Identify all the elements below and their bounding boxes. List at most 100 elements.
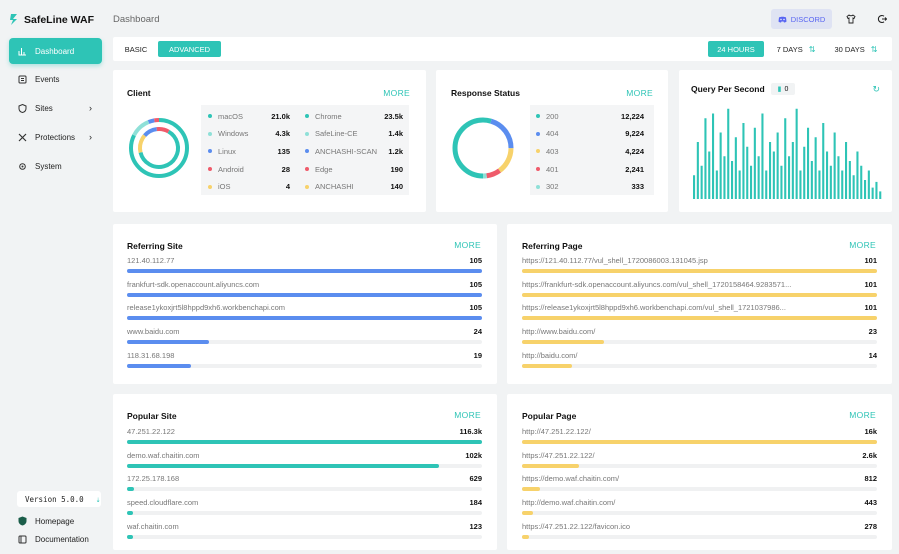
progress-fill [522,511,533,516]
legend-label: Android [218,164,244,174]
response-more-link[interactable]: MORE [626,88,653,98]
list-item[interactable]: 121.40.112.77 105 [127,256,482,274]
qps-bar [829,165,832,199]
documentation-link[interactable]: Documentation [18,535,89,544]
list-item[interactable]: https://47.251.22.122/favicon.ico 278 [522,522,877,540]
browser-ring-chrome [138,127,180,170]
progress-fill [522,487,540,492]
list-item-value: 629 [469,474,482,484]
referring-page-title: Referring Page [522,241,583,251]
qps-bar [795,108,798,199]
qps-bar [734,137,737,199]
progress-fill [127,463,440,468]
list-item-label: 47.251.22.122 [127,427,175,436]
client-browser-row: ANCHASHI-SCAN 1.2k [305,146,403,156]
sidebar-item-sites[interactable]: Sites › [9,95,102,121]
client-os-row: Linux 135 [208,146,290,156]
list-item[interactable]: https://release1ykoxjrt5l8hppd9xh6.workb… [522,303,877,321]
legend-label: 404 [546,129,559,139]
client-card: Client MORE macOS 21.0k Windows 4.3k Linux 13… [113,70,426,212]
list-item[interactable]: speed.cloudflare.com 184 [127,498,482,516]
qps-bar [879,191,882,199]
legend-value: 23.5k [384,111,403,121]
list-item[interactable]: 118.31.68.198 19 [127,351,482,369]
progress-fill [127,511,133,516]
sidebar-item-system[interactable]: System [9,153,102,179]
tools-icon [18,133,27,141]
client-more-link[interactable]: MORE [383,88,410,98]
qps-bar [772,151,775,199]
sidebar-item-dashboard[interactable]: Dashboard [9,38,102,64]
list-item[interactable]: frankfurt-sdk.openaccount.aliyuncs.com 10… [127,280,482,298]
list-item[interactable]: http://demo.waf.chaitin.com/443 [522,498,877,516]
list-item-label: https://demo.waf.chaitin.com/ [522,474,620,484]
legend-value: 28 [281,164,290,174]
response-status-card: Response Status MORE 200 12,224 404 9,224 40… [436,70,668,212]
progress-fill [522,269,877,273]
progress-track [522,269,877,273]
legend-label: Chrome [315,111,342,121]
sidebar-item-label: Sites [35,103,53,113]
discord-button[interactable]: DISCORD [771,9,832,29]
range-30d-label: 30 DAYS [834,44,865,54]
legend-label: 403 [546,146,559,156]
progress-track [127,363,482,368]
qps-bar [814,137,817,199]
range-30d-button[interactable]: 30 DAYS ⇅ [831,41,881,57]
advanced-tab[interactable]: ADVANCED [158,41,221,57]
list-item[interactable]: 47.251.22.122 116.3k [127,427,482,445]
qps-bar [799,170,802,199]
list-item[interactable]: https://demo.waf.chaitin.com/812 [522,474,877,492]
list-item[interactable]: http://baidu.com/14 [522,351,877,369]
list-item[interactable]: 172.25.178.168 629 [127,474,482,492]
sidebar-item-label: Events [35,74,60,84]
list-item-value: 105 [469,279,482,289]
sidebar: SafeLine WAF Dashboard Events Sites › Pr… [0,0,113,554]
popular-page-more-link[interactable]: MORE [849,410,876,420]
list-item[interactable]: release1ykoxjrt5l8hppd9xh6.workbenchapi.… [127,303,482,321]
legend-label: iOS [218,182,231,192]
info-icon[interactable]: ⇣ [95,494,101,504]
range-7d-button[interactable]: 7 DAYS ⇅ [771,41,821,57]
popular-page-title: Popular Page [522,411,577,421]
legend-dot [305,114,309,118]
sidebar-item-protections[interactable]: Protections › [9,124,102,150]
app-logo[interactable]: SafeLine WAF [9,13,94,26]
sidebar-item-events[interactable]: Events [9,66,102,92]
progress-track [127,487,482,492]
qps-bar [780,165,783,199]
list-item[interactable]: waf.chaitin.com 123 [127,522,482,540]
tshirt-icon[interactable] [843,11,859,27]
response-title: Response Status [451,88,520,98]
basic-tab[interactable]: BASIC [124,44,148,54]
referring-page-more-link[interactable]: MORE [849,240,876,250]
qps-bar [826,151,829,199]
range-24h-button[interactable]: 24 HOURS [708,41,764,57]
dashboard-icon [18,47,26,55]
list-item[interactable]: demo.waf.chaitin.com 102k [127,451,482,469]
list-item[interactable]: https://47.251.22.122/2.6k [522,451,877,469]
legend-label: SafeLine-CE [315,129,358,139]
list-item[interactable]: http://www.baidu.com/23 [522,327,877,345]
referring-site-more-link[interactable]: MORE [454,240,481,250]
events-icon [18,75,27,83]
list-item[interactable]: www.baidu.com 24 [127,327,482,345]
refresh-icon[interactable]: ↻ [872,84,880,94]
list-item[interactable]: https://121.40.112.77/vul_shell_17200860… [522,256,877,274]
progress-track [522,511,877,516]
client-browser-row: ANCHASHI 140 [305,182,403,192]
list-item[interactable]: http://47.251.22.122/16k [522,427,877,445]
version-text: Version 5.0.0 [25,494,84,504]
progress-track [127,440,482,444]
qps-bar-chart [693,108,882,199]
popular-site-more-link[interactable]: MORE [454,410,481,420]
legend-dot [536,167,540,172]
qps-bar [693,175,696,199]
list-item-label: 118.31.68.198 [127,350,175,360]
progress-track [522,363,877,368]
legend-label: 200 [546,111,559,121]
homepage-link[interactable]: Homepage [18,516,74,526]
discord-label: DISCORD [790,14,826,24]
logout-icon[interactable] [874,11,890,27]
list-item[interactable]: https://frankfurt-sdk.openaccount.aliyun… [522,280,877,298]
